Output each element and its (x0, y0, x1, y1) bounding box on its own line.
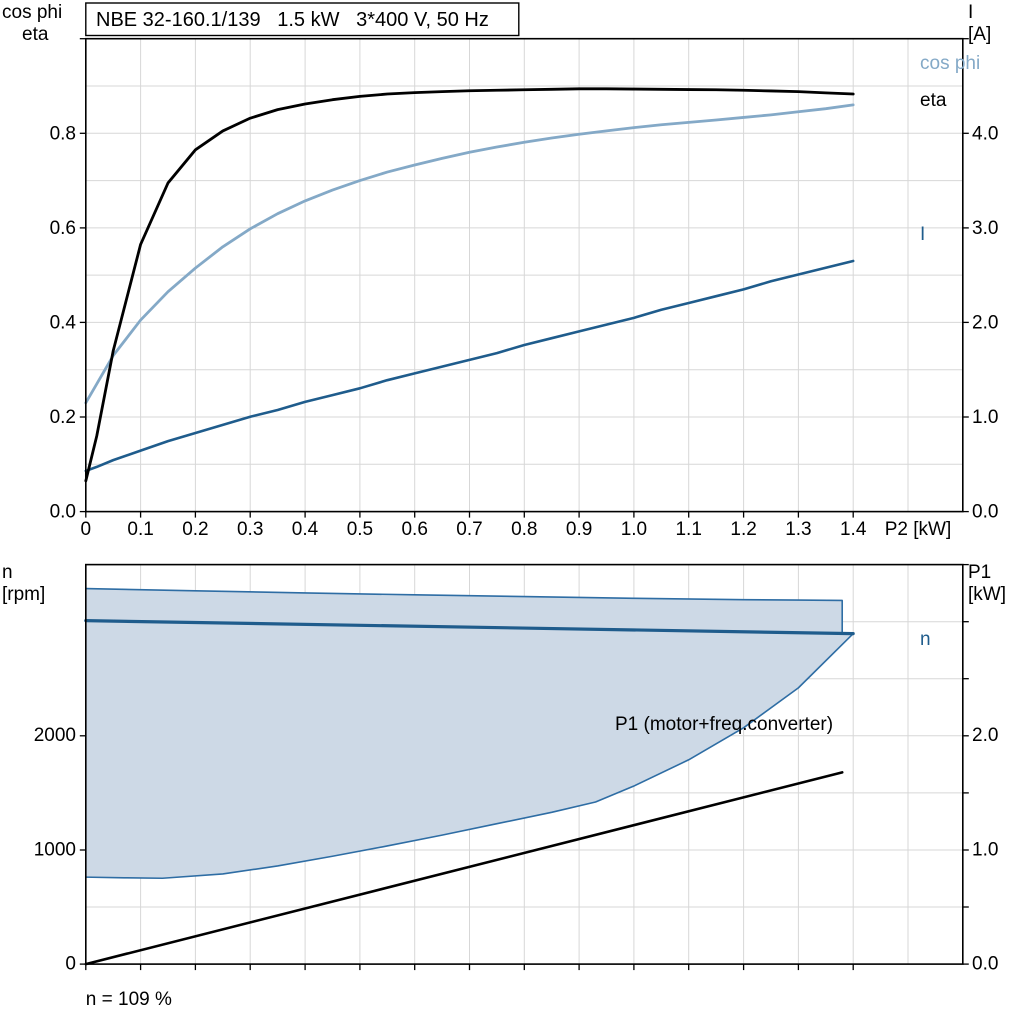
svg-text:cos phi: cos phi (920, 53, 980, 74)
svg-text:1.0: 1.0 (621, 519, 647, 540)
svg-text:0.0: 0.0 (972, 502, 998, 523)
svg-text:0.1: 0.1 (127, 519, 153, 540)
svg-text:0.8: 0.8 (50, 124, 76, 145)
svg-text:0.6: 0.6 (401, 519, 427, 540)
svg-text:0: 0 (65, 954, 76, 975)
svg-text:0.6: 0.6 (50, 218, 76, 239)
svg-text:0.8: 0.8 (511, 519, 537, 540)
svg-text:n = 109 %: n = 109 % (86, 989, 172, 1010)
svg-text:P2 [kW]: P2 [kW] (885, 519, 952, 540)
svg-text:[rpm]: [rpm] (2, 584, 45, 605)
svg-text:2000: 2000 (34, 725, 76, 746)
svg-text:n: n (2, 562, 13, 583)
svg-text:eta: eta (920, 90, 947, 111)
svg-text:I: I (968, 2, 973, 23)
svg-text:P1 (motor+freq.converter): P1 (motor+freq.converter) (615, 714, 833, 735)
svg-text:0.9: 0.9 (566, 519, 592, 540)
svg-text:0.4: 0.4 (292, 519, 319, 540)
svg-text:I: I (920, 224, 925, 245)
svg-text:0.2: 0.2 (182, 519, 208, 540)
svg-text:1000: 1000 (34, 839, 76, 860)
svg-text:0.0: 0.0 (50, 502, 76, 523)
svg-text:0.2: 0.2 (50, 407, 76, 428)
svg-text:2.0: 2.0 (972, 725, 998, 746)
svg-text:1.4: 1.4 (840, 519, 867, 540)
svg-text:0: 0 (81, 519, 92, 540)
svg-text:[kW]: [kW] (968, 584, 1006, 605)
svg-text:0.7: 0.7 (456, 519, 482, 540)
svg-text:0.4: 0.4 (50, 313, 77, 334)
svg-text:P1: P1 (968, 562, 991, 583)
svg-text:3.0: 3.0 (972, 218, 998, 239)
svg-text:1.0: 1.0 (972, 407, 998, 428)
svg-text:1.2: 1.2 (730, 519, 756, 540)
svg-text:cos phi: cos phi (2, 2, 62, 23)
svg-text:0.3: 0.3 (237, 519, 263, 540)
svg-text:1.0: 1.0 (972, 839, 998, 860)
svg-text:0.0: 0.0 (972, 954, 998, 975)
svg-text:2.0: 2.0 (972, 313, 998, 334)
svg-text:NBE 32-160.1/139 1.5 kW 3*: NBE 32-160.1/139 1.5 kW 3*400 V, 50 Hz (96, 9, 489, 31)
svg-text:1.3: 1.3 (785, 519, 811, 540)
svg-text:0.5: 0.5 (347, 519, 373, 540)
svg-text:eta: eta (22, 24, 49, 45)
svg-text:4.0: 4.0 (972, 124, 998, 145)
svg-text:[A]: [A] (968, 24, 991, 45)
svg-text:1.1: 1.1 (675, 519, 701, 540)
svg-text:n: n (920, 629, 931, 650)
